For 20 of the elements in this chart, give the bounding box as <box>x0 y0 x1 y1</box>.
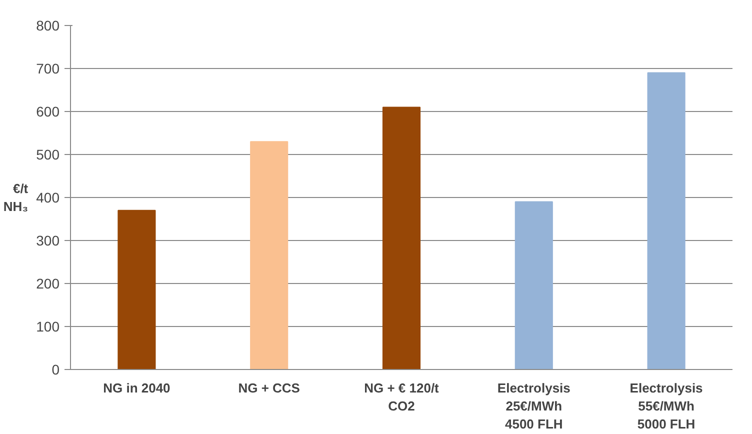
y-tick-label: 700 <box>36 60 60 76</box>
y-tick-label: 800 <box>36 18 60 34</box>
bar <box>647 72 686 370</box>
y-tick-label: 100 <box>36 318 60 334</box>
bar <box>382 106 421 370</box>
y-tick-label: 0 <box>52 362 60 378</box>
y-tick-label: 400 <box>36 190 60 206</box>
y-tick-label: 300 <box>36 232 60 248</box>
y-tick-label: 600 <box>36 104 60 120</box>
x-tick-label: Electrolysis 25€/MWh 4500 FLH <box>497 380 570 432</box>
bar <box>118 210 156 370</box>
bar <box>514 201 553 370</box>
y-tick-label: 200 <box>36 276 60 292</box>
x-tick-label: NG + CCS <box>238 380 300 396</box>
y-tick-label: 500 <box>36 146 60 162</box>
x-tick-label: NG in 2040 <box>103 380 170 396</box>
bar <box>250 141 288 370</box>
x-tick-label: Electrolysis 55€/MWh 5000 FLH <box>630 380 703 432</box>
y-axis-title: €/t NH₃ <box>3 181 29 214</box>
x-tick-label: NG + € 120/t CO2 <box>364 380 440 414</box>
